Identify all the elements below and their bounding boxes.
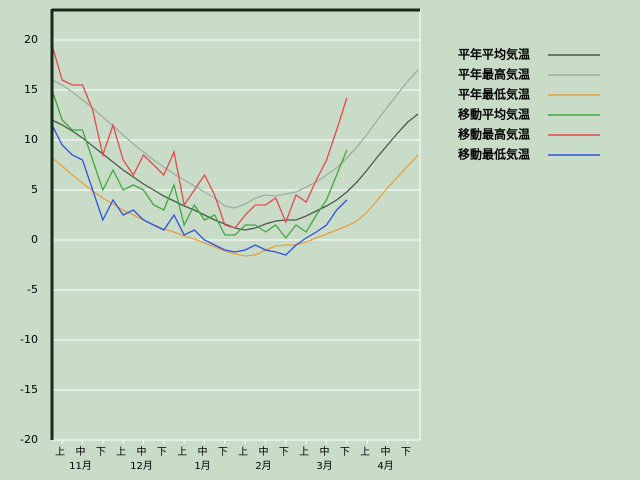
x-tick-label: 上 — [55, 446, 65, 458]
x-tick-label: 中 — [76, 445, 86, 458]
month-label: 3月 — [316, 460, 332, 472]
x-tick-label: 下 — [401, 447, 411, 458]
month-label: 2月 — [255, 460, 271, 472]
x-tick-label: 上 — [177, 446, 187, 458]
month-label: 4月 — [377, 460, 393, 472]
legend-label: 移動最高気温 — [458, 127, 530, 142]
x-tick-label: 中 — [320, 445, 330, 458]
x-tick-label: 下 — [279, 447, 289, 458]
legend-label: 移動平均気温 — [458, 107, 530, 122]
y-tick-label: -15 — [20, 383, 38, 396]
y-tick-label: 0 — [31, 233, 38, 246]
y-tick-label: 10 — [24, 133, 38, 146]
series-line — [51, 69, 419, 209]
month-label: 12月 — [130, 460, 153, 472]
x-tick-label: 中 — [381, 445, 391, 458]
x-tick-label: 上 — [299, 446, 309, 458]
x-tick-label: 上 — [360, 446, 370, 458]
x-tick-label: 中 — [198, 445, 208, 458]
series-line — [51, 44, 348, 229]
x-tick-label: 下 — [340, 447, 350, 458]
y-tick-label: -10 — [20, 333, 38, 346]
x-tick-label: 中 — [259, 445, 269, 458]
series-line — [51, 89, 348, 240]
y-tick-label: 5 — [31, 183, 38, 196]
month-label: 11月 — [69, 460, 92, 472]
y-tick-label: -5 — [27, 283, 38, 296]
x-tick-label: 下 — [96, 447, 106, 458]
legend-label: 移動最低気温 — [458, 147, 530, 162]
x-tick-label: 中 — [137, 445, 147, 458]
series-line — [51, 154, 419, 257]
series-line — [51, 124, 348, 256]
x-tick-label: 下 — [157, 447, 167, 458]
x-tick-label: 上 — [116, 446, 126, 458]
legend-label: 平年最低気温 — [458, 87, 530, 102]
legend-label: 平年最高気温 — [458, 67, 530, 82]
x-tick-label: 下 — [218, 447, 228, 458]
y-tick-label: 15 — [24, 83, 38, 96]
y-tick-label: 20 — [24, 33, 38, 46]
legend-label: 平年平均気温 — [458, 47, 530, 62]
y-tick-label: -20 — [20, 433, 38, 446]
x-tick-label: 上 — [238, 446, 248, 458]
month-label: 1月 — [194, 460, 210, 472]
